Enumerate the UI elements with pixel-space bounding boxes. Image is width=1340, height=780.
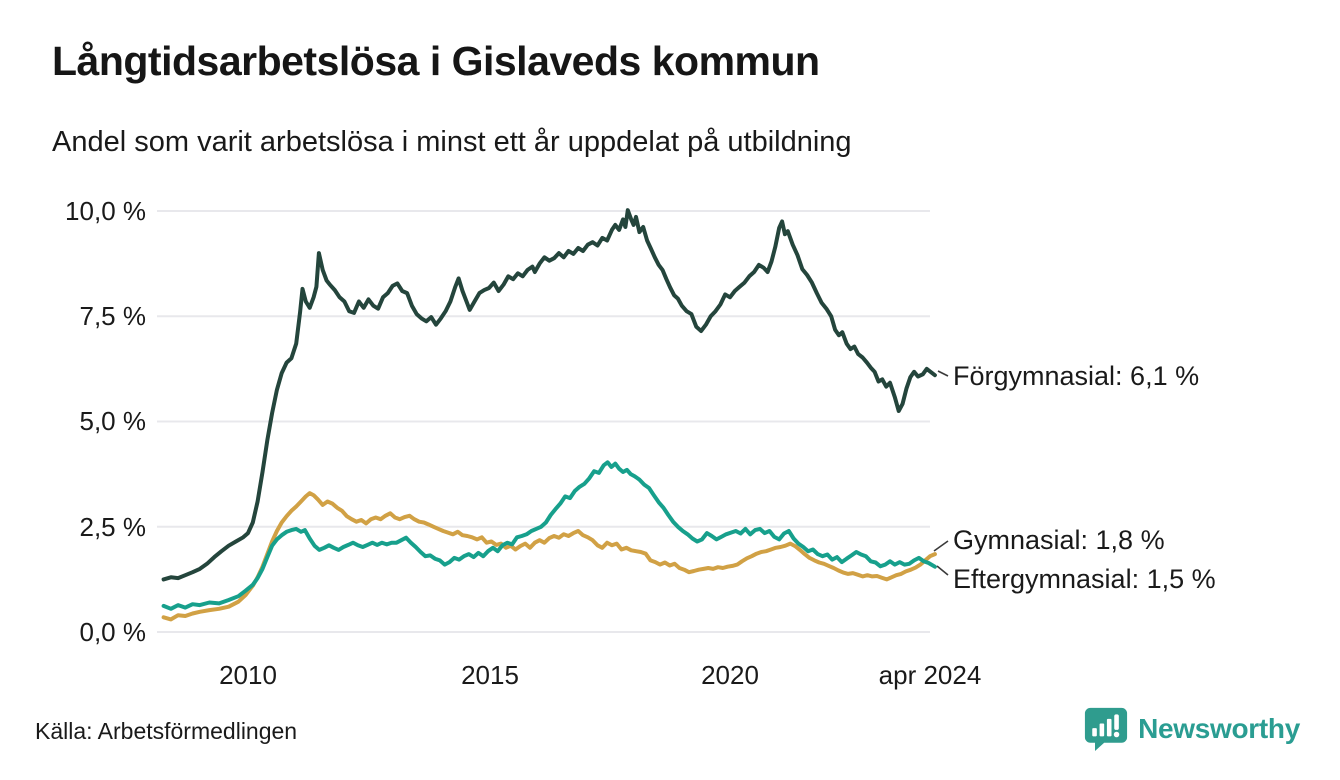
gridlines xyxy=(157,210,930,633)
newsworthy-icon xyxy=(1084,707,1128,751)
series-line-forgymnasial xyxy=(161,208,937,582)
x-tick-2015: 2015 xyxy=(461,660,519,690)
series-line-gymnasial xyxy=(161,491,937,622)
end-label-eftergymnasial: Eftergymnasial: 1,5 % xyxy=(953,564,1216,594)
y-tick-10: 10,0 % xyxy=(65,196,146,226)
source-note: Källa: Arbetsförmedlingen xyxy=(35,718,298,744)
x-tick-apr-2024: apr 2024 xyxy=(879,660,982,690)
y-axis: 10,0 % 7,5 % 5,0 % 2,5 % 0,0 % xyxy=(65,196,146,647)
x-tick-2020: 2020 xyxy=(701,660,759,690)
brand-wordmark: Newsworthy xyxy=(1138,713,1300,744)
leader-eftergymnasial xyxy=(936,565,949,576)
leader-gymnasial xyxy=(933,540,949,552)
x-axis: 2010 2015 2020 apr 2024 xyxy=(219,660,981,690)
end-label-gymnasial: Gymnasial: 1,8 % xyxy=(953,525,1165,555)
leader-forgymnasial xyxy=(937,370,949,377)
end-label-forgymnasial: Förgymnasial: 6,1 % xyxy=(953,361,1199,391)
series-line-eftergymnasial xyxy=(161,460,937,611)
page-subtitle: Andel som varit arbetslösa i minst ett å… xyxy=(52,126,852,158)
page-title: Långtidsarbetslösa i Gislaveds kommun xyxy=(52,38,820,84)
x-tick-2010: 2010 xyxy=(219,660,277,690)
y-tick-7-5: 7,5 % xyxy=(80,301,147,331)
y-tick-5: 5,0 % xyxy=(80,406,147,436)
brand-logo: Newsworthy xyxy=(1084,706,1300,752)
y-tick-0: 0,0 % xyxy=(80,617,147,647)
y-tick-2-5: 2,5 % xyxy=(80,512,147,542)
